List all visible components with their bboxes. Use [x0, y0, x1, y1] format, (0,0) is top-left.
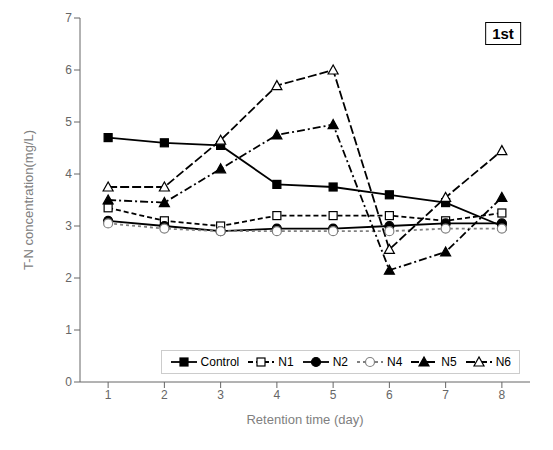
- svg-text:7: 7: [442, 388, 449, 402]
- svg-text:3: 3: [217, 388, 224, 402]
- html-text:N2: N2: [332, 355, 348, 369]
- svg-text:2: 2: [161, 388, 168, 402]
- svg-text:7: 7: [65, 11, 72, 25]
- svg-text:5: 5: [65, 115, 72, 129]
- svg-text:0: 0: [65, 375, 72, 389]
- svg-text:6: 6: [65, 63, 72, 77]
- html-text:N6: N6: [495, 355, 511, 369]
- svg-text:T-N concentration(mg/L): T-N concentration(mg/L): [21, 130, 36, 270]
- svg-text:5: 5: [330, 388, 337, 402]
- svg-text:2: 2: [65, 271, 72, 285]
- html-text:1st: 1st: [492, 25, 514, 42]
- html-text:N4: N4: [387, 355, 403, 369]
- html-text:N5: N5: [441, 355, 457, 369]
- svg-text:4: 4: [274, 388, 281, 402]
- svg-text:8: 8: [499, 388, 506, 402]
- html-text:Control: Control: [200, 355, 240, 369]
- html-text:N1: N1: [278, 355, 294, 369]
- svg-text:Retention time (day): Retention time (day): [246, 412, 363, 427]
- svg-text:6: 6: [386, 388, 393, 402]
- svg-text:1: 1: [105, 388, 112, 402]
- svg-text:4: 4: [65, 167, 72, 181]
- svg-text:1: 1: [65, 323, 72, 337]
- svg-text:3: 3: [65, 219, 72, 233]
